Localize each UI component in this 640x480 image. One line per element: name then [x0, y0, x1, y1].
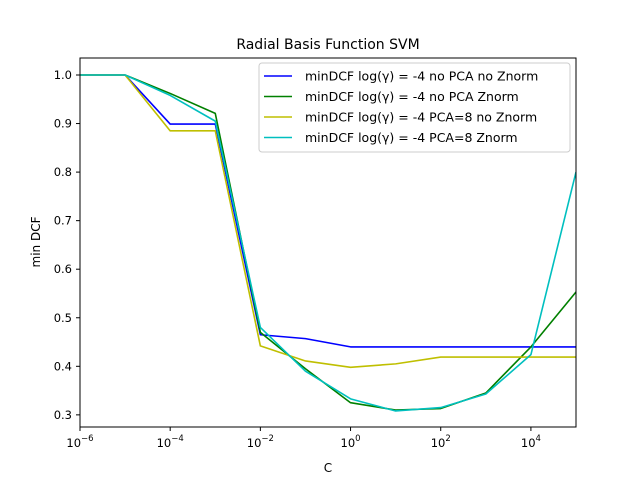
series-layer [80, 74, 576, 412]
legend-entry: minDCF log(γ) = -4 no PCA no Znorm [305, 69, 538, 84]
x-tick-exponent: −2 [261, 434, 274, 444]
x-tick-label: 102 [431, 434, 451, 450]
y-axis-ticks: 0.3 0.4 0.5 0.6 0.7 0.8 0.9 1.0 [54, 68, 80, 422]
legend: minDCF log(γ) = -4 no PCA no Znorm minDCF… [258, 62, 571, 153]
y-tick-label: 0.8 [54, 165, 72, 179]
legend-entry: minDCF log(γ) = -4 no PCA Znorm [305, 89, 519, 104]
chart-title: Radial Basis Function SVM [236, 37, 419, 53]
legend-box [258, 62, 571, 153]
series-line-1 [80, 74, 576, 348]
x-tick-base: 10 [521, 436, 536, 450]
x-tick-label: 10−6 [66, 434, 93, 450]
x-tick-base: 10 [341, 436, 356, 450]
plot-area [79, 57, 577, 428]
x-tick-base: 10 [431, 436, 446, 450]
series-line-3 [80, 74, 576, 369]
x-tick-base: 10 [157, 436, 172, 450]
axes-frame [79, 57, 577, 428]
x-tick-exponent: −4 [171, 434, 184, 444]
y-tick-label: 0.5 [54, 311, 72, 325]
x-tick-label: 100 [341, 434, 361, 450]
legend-entry: minDCF log(γ) = -4 PCA=8 Znorm [305, 130, 518, 145]
x-tick-exponent: 2 [445, 434, 450, 444]
x-axis-ticks: 10−6 10−4 10−2 100 102 104 [66, 427, 541, 450]
y-tick-label: 0.6 [54, 262, 72, 276]
y-tick-label: 0.7 [54, 214, 72, 228]
y-tick-label: 0.3 [54, 408, 72, 422]
y-tick-label: 0.9 [54, 117, 72, 131]
x-tick-exponent: −6 [81, 434, 94, 444]
x-tick-base: 10 [247, 436, 262, 450]
series-line-4 [80, 74, 576, 412]
y-axis-label: min DCF [29, 216, 43, 267]
legend-entry: minDCF log(γ) = -4 PCA=8 no Znorm [305, 110, 537, 125]
y-tick-label: 0.4 [54, 359, 72, 373]
x-tick-label: 10−2 [247, 434, 274, 450]
x-tick-label: 104 [521, 434, 541, 450]
x-axis-label: C [324, 461, 332, 475]
x-tick-exponent: 4 [536, 434, 541, 444]
x-tick-exponent: 0 [355, 434, 360, 444]
y-tick-label: 1.0 [54, 68, 72, 82]
x-tick-base: 10 [66, 436, 81, 450]
x-tick-label: 10−4 [157, 434, 184, 450]
